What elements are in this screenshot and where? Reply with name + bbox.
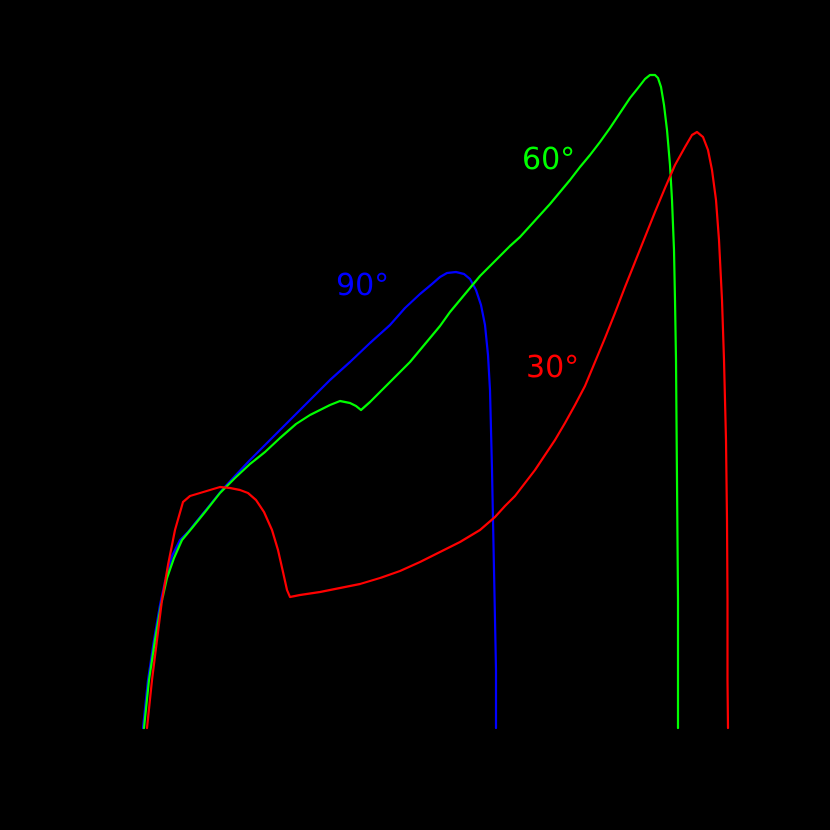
series-line-60 [142, 73, 680, 730]
series-label-30: 30° [526, 350, 579, 385]
series-label-90: 90° [336, 268, 389, 303]
series-label-60: 60° [522, 142, 575, 177]
series-group [141, 73, 730, 730]
series-line-30 [145, 130, 730, 730]
